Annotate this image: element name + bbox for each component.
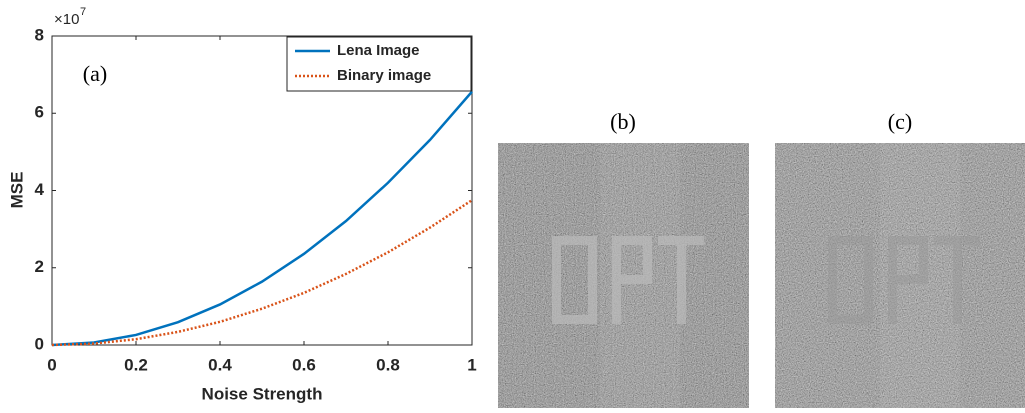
x-tick-label: 0.8: [376, 355, 400, 374]
figure: (b) (c) (a) Noise Strength MSE ×10 7 0 2 4…: [0, 0, 1025, 408]
series-line: [52, 92, 472, 345]
legend-label: Binary image: [337, 67, 431, 84]
y-axis-label: MSE: [7, 172, 26, 209]
y-tick-label: 6: [35, 103, 44, 122]
x-tick-label: 0.4: [208, 355, 232, 374]
image-c: [775, 143, 1025, 408]
y-tick-label: 4: [35, 180, 45, 199]
series-line: [52, 200, 472, 345]
panel-label: (c): [888, 109, 912, 134]
image-b: [498, 143, 749, 408]
y-tick-label: 2: [35, 257, 44, 276]
x-tick-label: 0.6: [292, 355, 316, 374]
x-tick-label: 1: [467, 355, 476, 374]
y-scale: ×10: [54, 11, 79, 28]
x-tick-label: 0.2: [124, 355, 148, 374]
x-axis-label: Noise Strength: [202, 384, 323, 403]
annotation: (a): [83, 61, 107, 86]
panel-label: (b): [610, 109, 636, 134]
x-tick-label: 0: [47, 355, 56, 374]
legend-label: Lena Image: [337, 42, 420, 59]
y-scale-exponent: 7: [80, 6, 86, 18]
y-tick-label: 0: [35, 334, 44, 353]
y-tick-label: 8: [35, 25, 44, 44]
